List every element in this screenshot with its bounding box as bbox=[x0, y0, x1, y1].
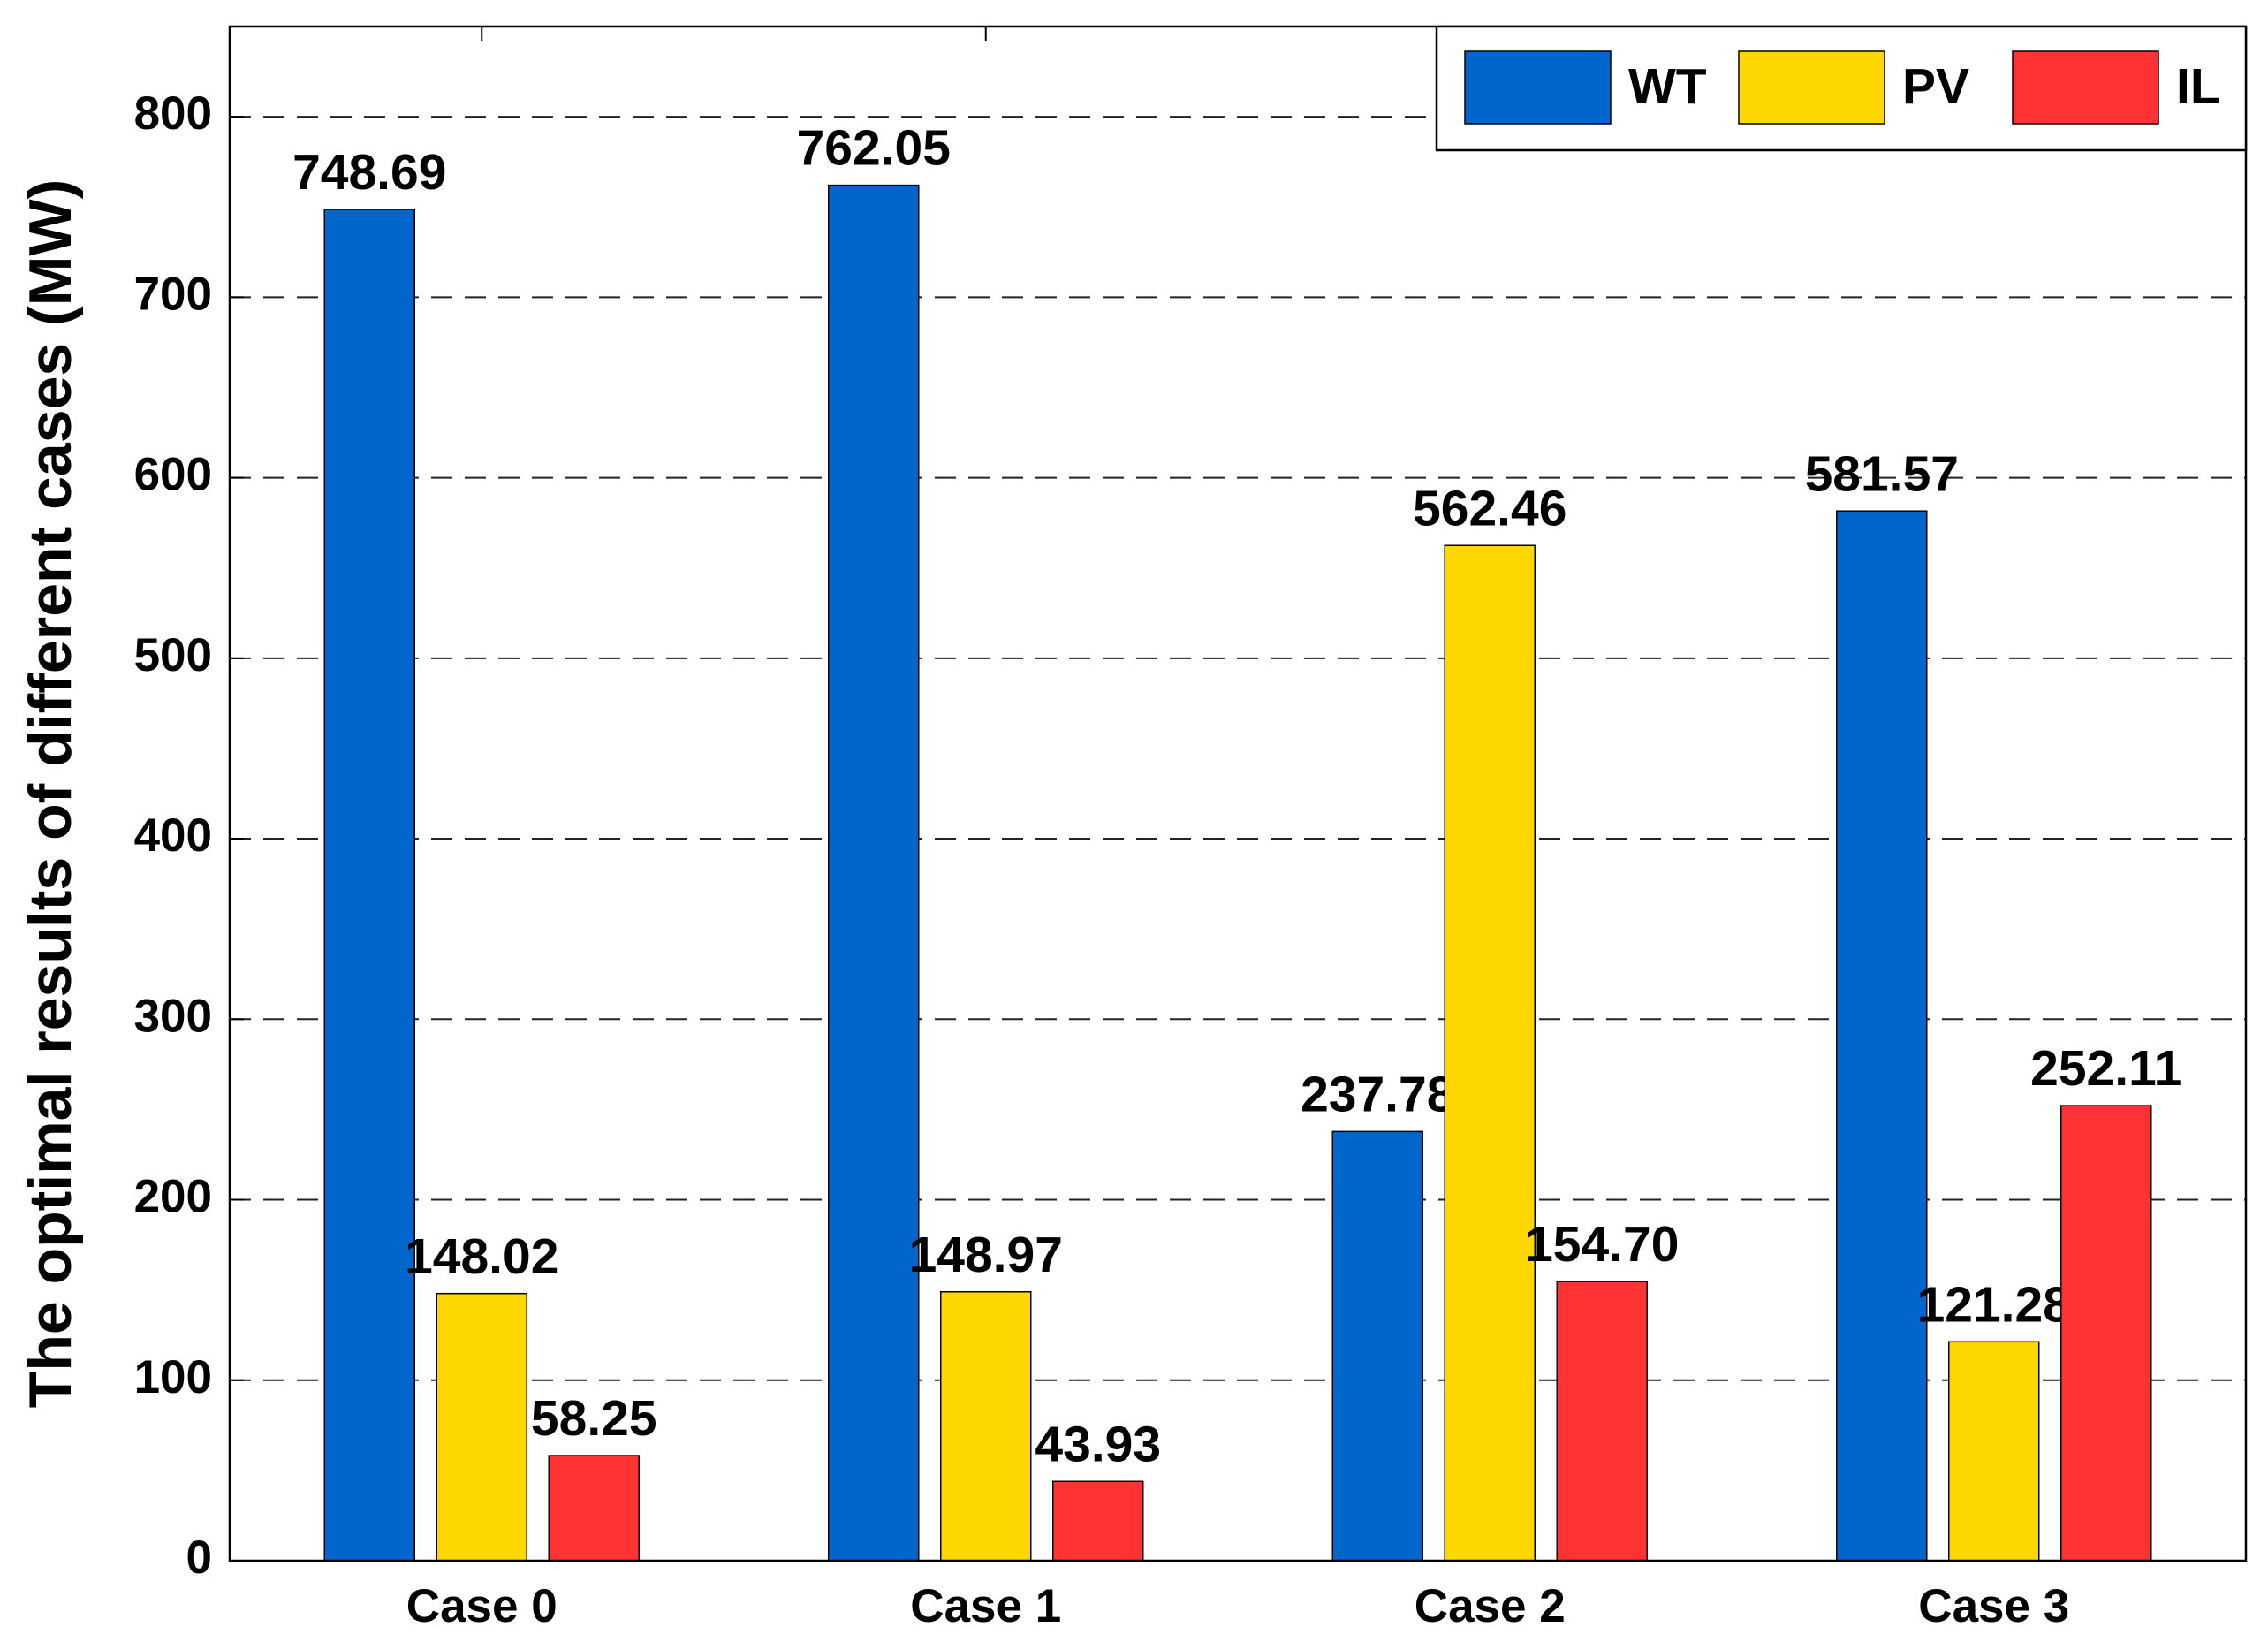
bar bbox=[1052, 1480, 1144, 1562]
value-label: 581.57 bbox=[1805, 445, 1959, 502]
value-label: 148.97 bbox=[909, 1227, 1063, 1283]
legend-swatch bbox=[1464, 50, 1612, 125]
bar bbox=[1444, 544, 1536, 1562]
legend-swatch bbox=[2012, 50, 2159, 125]
value-label: 121.28 bbox=[1917, 1276, 2071, 1333]
bar bbox=[828, 184, 920, 1562]
y-tick-label: 400 bbox=[134, 810, 212, 862]
bar bbox=[1331, 1130, 1423, 1562]
y-tick-label: 100 bbox=[134, 1351, 212, 1403]
legend-label: WT bbox=[1628, 58, 1707, 115]
y-tick-label: 700 bbox=[134, 268, 212, 320]
bar bbox=[2060, 1105, 2152, 1562]
y-axis-label: The optimal results of different cases (… bbox=[17, 179, 84, 1408]
value-label: 562.46 bbox=[1413, 480, 1566, 536]
value-label: 237.78 bbox=[1301, 1066, 1454, 1122]
plot-frame bbox=[228, 25, 2248, 1562]
bar bbox=[1836, 510, 1928, 1562]
legend-label: PV bbox=[1902, 58, 1969, 115]
bar bbox=[436, 1292, 527, 1562]
bar bbox=[940, 1291, 1032, 1562]
value-label: 154.70 bbox=[1525, 1216, 1679, 1273]
y-tick-label: 500 bbox=[134, 629, 212, 681]
y-tick-label: 200 bbox=[134, 1171, 212, 1223]
y-tick-label: 300 bbox=[134, 990, 212, 1042]
x-tick-label: Case 2 bbox=[1415, 1580, 1566, 1632]
x-tick-label: Case 1 bbox=[910, 1580, 1061, 1632]
value-label: 762.05 bbox=[797, 120, 951, 177]
y-tick-label: 800 bbox=[134, 87, 212, 140]
bar bbox=[1556, 1281, 1648, 1562]
x-tick-label: Case 0 bbox=[406, 1580, 558, 1632]
value-label: 252.11 bbox=[2030, 1040, 2181, 1097]
legend-label: IL bbox=[2176, 58, 2221, 115]
value-label: 148.02 bbox=[405, 1228, 558, 1285]
y-tick-label: 600 bbox=[134, 449, 212, 501]
x-tick-label: Case 3 bbox=[1918, 1580, 2069, 1632]
legend-swatch bbox=[1738, 50, 1885, 125]
value-label: 748.69 bbox=[292, 144, 446, 201]
value-label: 58.25 bbox=[531, 1390, 657, 1447]
value-label: 43.93 bbox=[1035, 1416, 1161, 1472]
bar bbox=[1948, 1341, 2040, 1562]
bar bbox=[548, 1455, 640, 1562]
bar bbox=[323, 209, 415, 1562]
y-tick-label: 0 bbox=[186, 1532, 212, 1584]
